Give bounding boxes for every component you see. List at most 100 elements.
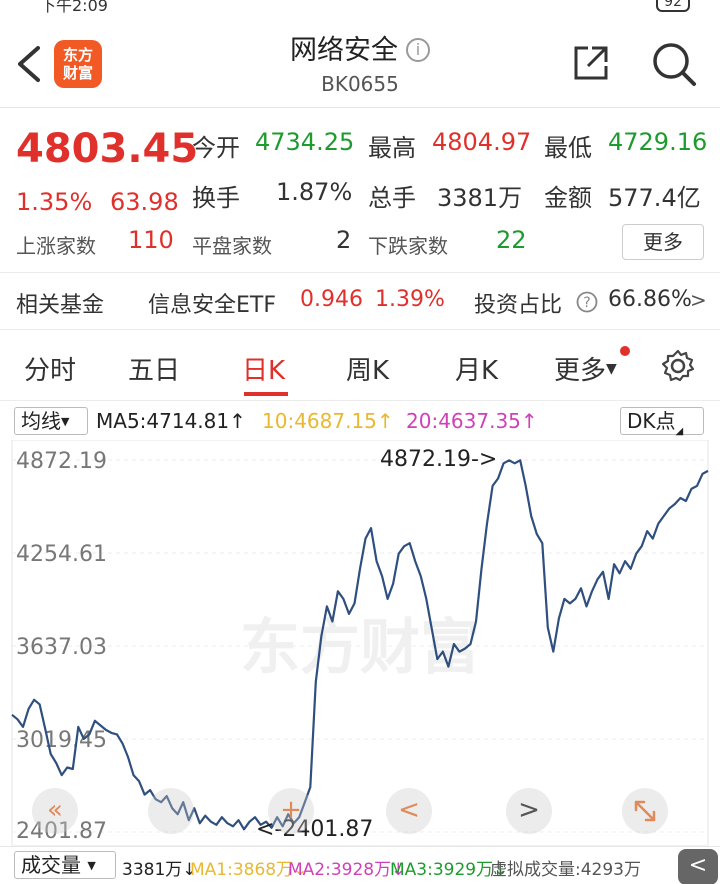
related-fund-label: 相关基金: [16, 293, 105, 318]
ma10-value: 10:4687.15: [262, 409, 377, 433]
up-count-label: 上涨家数: [16, 234, 96, 258]
y-tick-label: 4254.61: [16, 542, 107, 567]
ma20-up-arrow-icon: ↑: [520, 409, 538, 433]
fund-price: 0.946: [300, 287, 363, 312]
tab-five-day[interactable]: 五日: [128, 356, 181, 386]
volume-label: 总手: [368, 184, 416, 212]
notification-dot: [620, 346, 630, 356]
down-arrow-icon: ↓: [391, 860, 406, 880]
change-percent: 1.35%: [16, 188, 93, 216]
app-logo[interactable]: 东方 财富: [54, 40, 102, 88]
low-label: 最低: [544, 134, 592, 162]
down-arrow-icon: ↓: [293, 860, 308, 880]
prev-icon[interactable]: <: [386, 788, 432, 834]
ma5-group: MA5:4714.81↑: [96, 409, 246, 433]
amount-label: 金额: [544, 184, 592, 212]
dropdown-caret-icon: ▼: [87, 859, 96, 872]
open-value: 4734.25: [255, 128, 355, 156]
more-button[interactable]: 更多: [622, 224, 704, 260]
amount-value: 577.4亿: [608, 184, 701, 212]
open-label: 今开: [192, 134, 240, 162]
dk-point-label: DK点: [627, 409, 676, 433]
min-annotation: <-2401.87: [256, 817, 373, 842]
low-value: 4729.16: [608, 128, 708, 156]
dropdown-caret-icon: ▼: [606, 361, 617, 377]
volume-select[interactable]: 成交量 ▼: [14, 851, 116, 879]
ma-select-label: 均线: [21, 409, 61, 433]
chart-blank-button[interactable]: [148, 788, 194, 834]
collapse-icon[interactable]: <: [678, 849, 718, 884]
y-tick-label: 4872.19: [16, 449, 107, 474]
volume-total-group: 3381万↓: [122, 855, 197, 880]
ma10-up-arrow-icon: ↑: [376, 409, 394, 433]
investment-ratio-label: 投资占比: [474, 293, 563, 318]
back-arrow-icon[interactable]: [14, 44, 44, 84]
high-value: 4804.97: [432, 128, 532, 156]
info-icon[interactable]: i: [406, 38, 430, 62]
ma20-value: 20:4637.35: [406, 409, 521, 433]
gear-icon[interactable]: [660, 348, 696, 384]
volume-ma2-group: MA2:3928万↓: [288, 855, 405, 880]
flat-count: 2: [336, 226, 352, 254]
volume-indicator-bar: 成交量 ▼ 3381万↓ MA1:3868万↓ MA2:3928万↓ MA3:3…: [0, 846, 720, 884]
page-title: 网络安全 i: [0, 28, 720, 67]
ma-select[interactable]: 均线▼: [14, 407, 88, 435]
dk-point-button[interactable]: DK点◢: [620, 407, 704, 437]
corner-triangle-icon: ◢: [675, 426, 684, 437]
ma10-group: 10:4687.15↑: [262, 409, 394, 433]
virtual-volume: 虚拟成交量:4293万: [490, 860, 641, 880]
down-arrow-icon: ↓: [182, 860, 197, 880]
flat-count-label: 平盘家数: [192, 234, 272, 258]
chevron-right-icon: >: [690, 288, 707, 312]
fullscreen-icon[interactable]: [622, 788, 668, 834]
status-bar: 下午2:09 92: [0, 0, 720, 14]
tab-more[interactable]: 更多▼: [554, 350, 617, 387]
rewind-icon[interactable]: «: [32, 788, 78, 834]
current-price: 4803.45: [16, 126, 199, 172]
down-count: 22: [496, 226, 527, 254]
chart-frame: [11, 440, 709, 846]
down-count-label: 下跌家数: [368, 234, 448, 258]
ma5-value: MA5:4714.81: [96, 409, 230, 433]
header-bar: 东方 财富 网络安全 i BK0655: [0, 14, 720, 108]
dropdown-caret-icon: ▼: [61, 415, 70, 428]
tab-monthly-k[interactable]: 月K: [455, 356, 499, 386]
price-line: [11, 459, 709, 831]
tab-daily-k[interactable]: 日K: [242, 356, 286, 386]
tab-weekly-k[interactable]: 周K: [346, 356, 390, 386]
add-icon[interactable]: +: [268, 788, 314, 834]
volume-ma1-group: MA1:3868万↓: [190, 855, 307, 880]
investment-ratio-value: 66.86%: [608, 287, 692, 312]
volume-value: 3381万: [437, 184, 523, 212]
volume-ma3: MA3:3929万: [390, 860, 494, 880]
quote-panel: 4803.45 1.35% 63.98 今开 4734.25 最高 4804.9…: [0, 108, 720, 268]
ma-indicator-bar: 均线▼ MA5:4714.81↑ 10:4687.15↑ 20:4637.35↑…: [0, 400, 720, 440]
k-line-chart[interactable]: 东方财富 4872.19 4254.61 3637.03 3019.45 2401.87…: [0, 440, 720, 846]
logo-line-2: 财富: [62, 64, 93, 82]
tab-intraday[interactable]: 分时: [24, 356, 77, 386]
volume-total: 3381万: [122, 860, 183, 880]
sector-name: 网络安全: [290, 35, 398, 66]
y-tick-label: 3019.45: [16, 728, 107, 753]
related-fund-row[interactable]: 相关基金 信息安全ETF 0.946 1.39% 投资占比 ? 66.86% >: [0, 272, 720, 330]
svg-text:?: ?: [583, 295, 590, 311]
active-tab-underline: [244, 392, 288, 396]
turnover-label: 换手: [192, 184, 240, 212]
ma20-group: 20:4637.35↑: [406, 409, 538, 433]
share-icon[interactable]: [570, 42, 612, 84]
up-count: 110: [128, 226, 174, 254]
battery-indicator: 92: [656, 0, 690, 12]
turnover-value: 1.87%: [276, 178, 353, 206]
ma5-up-arrow-icon: ↑: [229, 409, 246, 433]
y-tick-label: 2401.87: [16, 819, 107, 844]
help-icon[interactable]: ?: [576, 291, 598, 313]
y-axis-labels: 4872.19 4254.61 3637.03 3019.45 2401.87: [16, 449, 107, 844]
fund-name: 信息安全ETF: [148, 293, 276, 318]
logo-line-1: 东方: [62, 46, 93, 64]
next-icon[interactable]: >: [506, 788, 552, 834]
tab-more-label: 更多: [554, 356, 607, 386]
sector-code: BK0655: [321, 72, 399, 96]
search-icon[interactable]: [650, 40, 698, 88]
down-arrow-icon: ↓: [493, 860, 508, 880]
high-label: 最高: [368, 134, 416, 162]
